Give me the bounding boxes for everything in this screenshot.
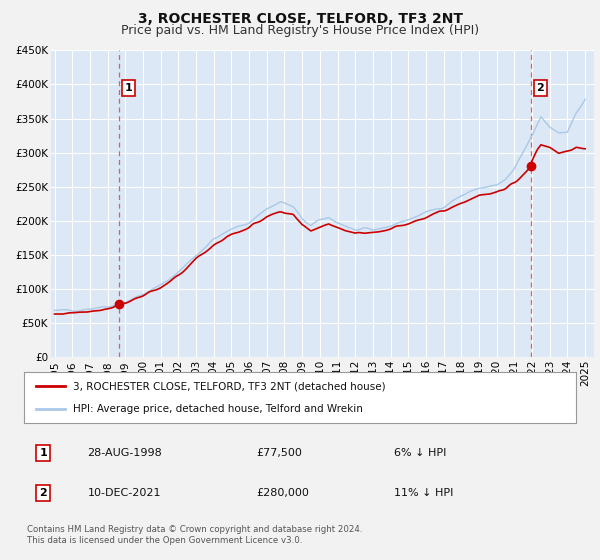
Text: 3, ROCHESTER CLOSE, TELFORD, TF3 2NT (detached house): 3, ROCHESTER CLOSE, TELFORD, TF3 2NT (de… <box>73 381 385 391</box>
Text: £77,500: £77,500 <box>256 448 302 458</box>
Text: 2: 2 <box>536 83 544 93</box>
Text: HPI: Average price, detached house, Telford and Wrekin: HPI: Average price, detached house, Telf… <box>73 404 362 414</box>
Text: Price paid vs. HM Land Registry's House Price Index (HPI): Price paid vs. HM Land Registry's House … <box>121 24 479 36</box>
Text: 1: 1 <box>40 448 47 458</box>
Text: 1: 1 <box>124 83 132 93</box>
Text: 11% ↓ HPI: 11% ↓ HPI <box>394 488 453 498</box>
Text: 3, ROCHESTER CLOSE, TELFORD, TF3 2NT: 3, ROCHESTER CLOSE, TELFORD, TF3 2NT <box>137 12 463 26</box>
Text: 2: 2 <box>40 488 47 498</box>
Text: 10-DEC-2021: 10-DEC-2021 <box>88 488 161 498</box>
Text: £280,000: £280,000 <box>256 488 309 498</box>
Text: 28-AUG-1998: 28-AUG-1998 <box>88 448 162 458</box>
Text: 6% ↓ HPI: 6% ↓ HPI <box>394 448 446 458</box>
Text: Contains HM Land Registry data © Crown copyright and database right 2024.
This d: Contains HM Land Registry data © Crown c… <box>27 525 362 545</box>
